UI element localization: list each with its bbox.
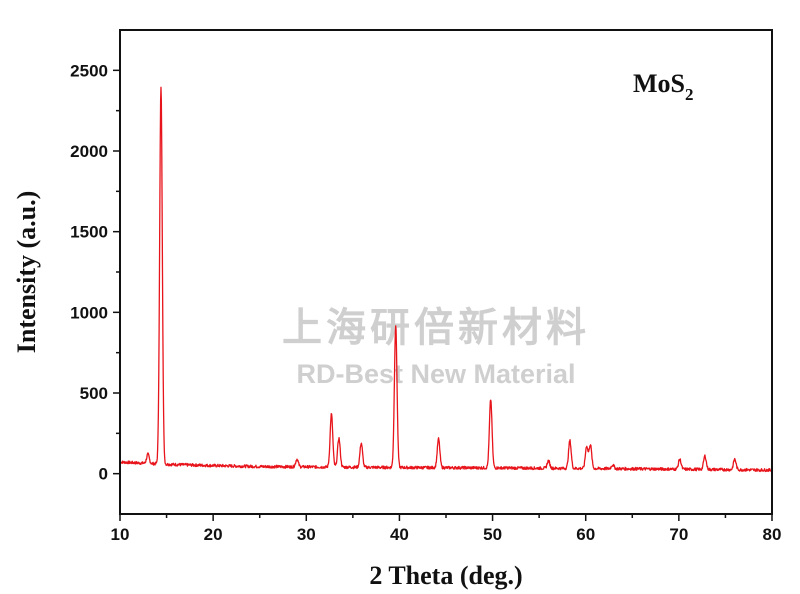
x-tick-label: 30 <box>297 525 316 544</box>
tick-labels: 10 20 30 40 50 60 70 80 0 500 1000 1500 2000 2500 <box>70 61 781 544</box>
y-tick-label: 500 <box>80 384 108 403</box>
x-tick-label: 40 <box>390 525 409 544</box>
plot-frame <box>119 29 773 515</box>
y-tick-label: 2500 <box>70 61 108 80</box>
watermark-english: RD-Best New Material <box>296 359 575 389</box>
y-tick-label: 2000 <box>70 142 108 161</box>
x-tick-label: 80 <box>763 525 782 544</box>
watermark-chinese: 上海研倍新材料 <box>282 305 590 351</box>
x-axis-title: 2 Theta (deg.) <box>369 561 522 590</box>
x-tick-label: 10 <box>111 525 130 544</box>
x-tick-label: 70 <box>669 525 688 544</box>
x-tick-label: 60 <box>576 525 595 544</box>
y-tick-label: 1000 <box>70 303 108 322</box>
y-tick-label: 1500 <box>70 223 108 242</box>
y-axis-title: Intensity (a.u.) <box>12 191 41 354</box>
series-line <box>119 86 773 473</box>
x-tick-label: 50 <box>483 525 502 544</box>
x-tick-label: 20 <box>204 525 223 544</box>
y-tick-label: 0 <box>99 465 108 484</box>
compound-label: MoS2 <box>633 69 694 104</box>
axis-ticks <box>113 69 773 521</box>
compound-main: MoS <box>633 69 685 98</box>
compound-subscript: 2 <box>685 85 694 104</box>
